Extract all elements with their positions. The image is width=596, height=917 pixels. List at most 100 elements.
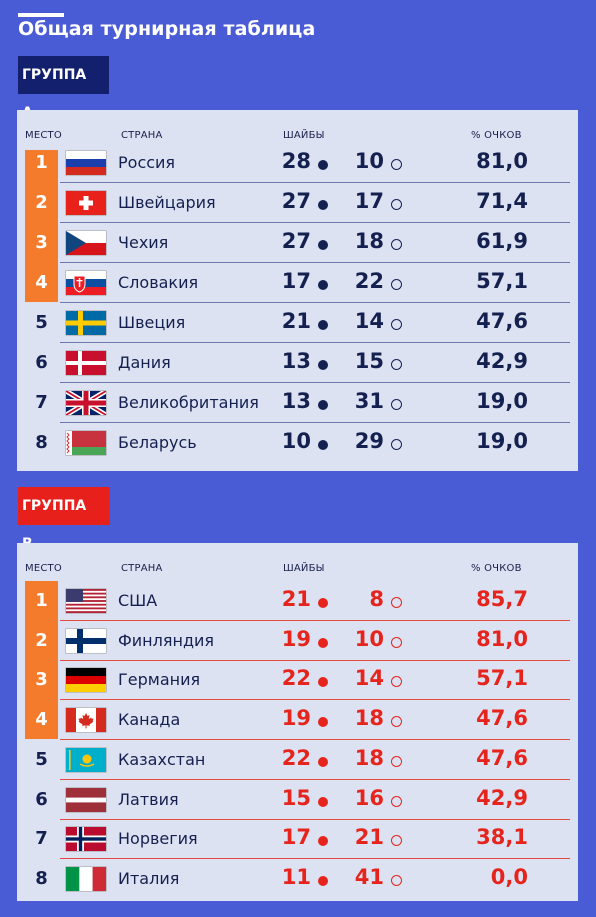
country-name: Канада	[118, 710, 181, 730]
top4-highlight	[25, 581, 58, 739]
kazakhstan-flag	[66, 747, 106, 772]
filled-puck-icon	[318, 160, 328, 170]
usa-flag	[66, 589, 106, 613]
country-name: Латвия	[118, 789, 179, 809]
points-percent: 57,1	[476, 666, 528, 691]
row-divider	[60, 342, 570, 343]
place-number: 1	[35, 152, 48, 173]
country-name: США	[118, 591, 158, 610]
empty-puck-icon	[391, 439, 402, 450]
empty-puck-icon	[391, 835, 402, 847]
country-name: Италия	[118, 868, 180, 888]
filled-puck-icon	[318, 240, 328, 250]
empty-puck-icon	[391, 319, 402, 330]
empty-puck-icon	[391, 795, 402, 807]
goals-against: 14	[354, 666, 384, 691]
header-pct: % ОЧКОВ	[471, 130, 522, 141]
filled-puck-icon	[318, 320, 328, 330]
empty-puck-icon	[391, 359, 402, 370]
place-number: 2	[35, 629, 48, 651]
empty-puck-icon	[391, 199, 402, 210]
goals-against: 22	[354, 269, 384, 293]
goals-against: 10	[354, 149, 384, 173]
goals-for: 22	[281, 666, 311, 691]
table-row: 2 Финляндия 19 10 81,0	[17, 621, 578, 661]
country-name: Германия	[118, 670, 201, 690]
points-percent: 71,4	[476, 189, 528, 213]
goals-against: 16	[354, 785, 384, 810]
points-percent: 19,0	[476, 429, 528, 453]
place-number: 1	[35, 590, 48, 611]
goals-for: 19	[281, 706, 311, 731]
canada-flag	[66, 708, 106, 733]
country-name: Норвегия	[118, 829, 198, 849]
denmark-flag	[66, 351, 106, 375]
goals-against: 41	[354, 864, 384, 889]
place-number: 8	[35, 432, 48, 453]
goals-against: 31	[354, 389, 384, 413]
country-name: Чехия	[118, 233, 169, 252]
row-divider	[60, 659, 570, 661]
row-divider	[60, 699, 570, 701]
filled-puck-icon	[318, 756, 328, 767]
belarus-flag	[66, 431, 106, 455]
points-percent: 47,6	[476, 706, 528, 731]
empty-puck-icon	[391, 399, 402, 410]
goals-against: 18	[354, 706, 384, 731]
germany-flag	[66, 668, 106, 693]
place-number: 6	[35, 788, 48, 810]
country-name: Казахстан	[118, 749, 206, 769]
header-place: МЕСТО	[25, 130, 62, 141]
empty-puck-icon	[391, 636, 402, 648]
points-percent: 81,0	[476, 149, 528, 173]
row-divider	[60, 302, 570, 303]
top4-highlight	[25, 150, 58, 302]
points-percent: 42,9	[476, 785, 528, 810]
sweden-flag	[66, 311, 106, 335]
header-country: СТРАНА	[121, 130, 163, 141]
empty-puck-icon	[391, 239, 402, 250]
goals-for: 21	[281, 309, 311, 333]
points-percent: 38,1	[476, 825, 528, 850]
filled-puck-icon	[318, 598, 328, 608]
place-number: 7	[35, 828, 48, 850]
header-goals: ШАЙБЫ	[283, 130, 325, 141]
country-name: Швеция	[118, 313, 186, 332]
points-percent: 81,0	[476, 626, 528, 651]
goals-for: 17	[281, 825, 311, 850]
page-title: Общая турнирная таблица	[18, 18, 316, 40]
points-percent: 19,0	[476, 389, 528, 413]
place-number: 8	[35, 867, 48, 889]
goals-against: 21	[354, 825, 384, 850]
goals-against: 29	[354, 429, 384, 453]
table-row: 8 Италия 11 41 0,0	[17, 859, 578, 899]
filled-puck-icon	[318, 717, 328, 728]
table-row: 7 Великобритания 13 31 19,0	[17, 383, 578, 423]
table-row: 5 Швеция 21 14 47,6	[17, 303, 578, 343]
goals-for: 15	[281, 785, 311, 810]
filled-puck-icon	[318, 360, 328, 370]
country-name: Словакия	[118, 273, 199, 292]
uk-flag	[66, 391, 106, 415]
table-row: 4 Словакия 17 22 57,1	[17, 263, 578, 303]
group-a-label: ГРУППА А	[18, 56, 109, 121]
empty-puck-icon	[391, 676, 402, 688]
place-number: 4	[35, 272, 48, 293]
goals-for: 13	[281, 389, 311, 413]
goals-for: 27	[281, 229, 311, 253]
header-goals: ШАЙБЫ	[283, 563, 325, 574]
country-name: Великобритания	[118, 393, 259, 412]
table-row: 4 Канада 19 18 47,6	[17, 700, 578, 741]
empty-puck-icon	[391, 716, 402, 728]
group-a-table: МЕСТО СТРАНА ШАЙБЫ % ОЧКОВ 1 Россия 28 10 81…	[17, 110, 578, 471]
group-b-table: МЕСТО СТРАНА ШАЙБЫ % ОЧКОВ 1 США 21 8 85,7 2 Ф…	[17, 543, 578, 901]
goals-against: 14	[354, 309, 384, 333]
table-row: 3 Германия 22 14 57,1	[17, 660, 578, 701]
points-percent: 47,6	[476, 745, 528, 770]
czechia-flag	[66, 231, 106, 255]
row-divider	[60, 222, 570, 223]
table-row: 5 Казахстан 22 18 47,6	[17, 740, 578, 780]
finland-flag	[66, 628, 106, 653]
goals-against: 10	[354, 626, 384, 651]
title-accent-line	[18, 13, 64, 17]
